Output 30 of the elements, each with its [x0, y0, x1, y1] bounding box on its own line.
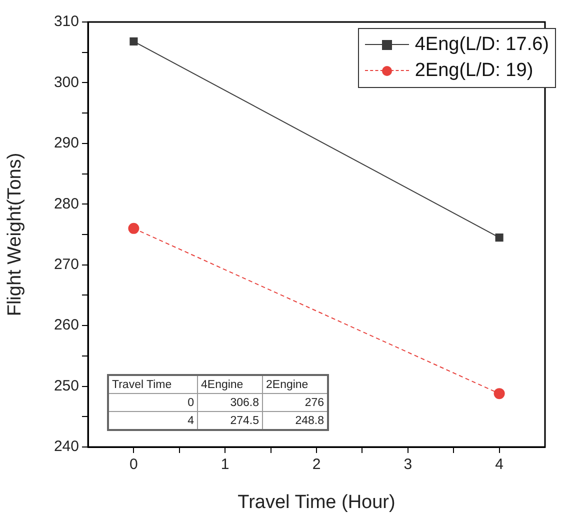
annotation: 248.8	[262, 412, 328, 430]
point	[128, 222, 140, 234]
point	[494, 388, 505, 400]
x-axis-title: Travel Time (Hour)	[238, 492, 396, 513]
point	[495, 234, 504, 242]
y-tick-label: 280	[54, 195, 79, 212]
x-tick-label: 0	[130, 456, 138, 474]
y-tick-label: 310	[54, 13, 79, 30]
annotation: 2Engine	[262, 375, 328, 394]
annotation: 276	[262, 394, 328, 412]
annotation: 4Engine	[198, 375, 262, 394]
annotation: 274.5	[198, 412, 262, 430]
y-tick-label: 290	[54, 134, 79, 152]
point	[130, 37, 138, 46]
y-axis-title: Flight Weight(Tons)	[4, 152, 26, 316]
y-tick-label: 240	[54, 438, 79, 456]
y-tick-label: 260	[54, 316, 79, 334]
x-tick-label: 2	[312, 456, 321, 474]
annotation: 4	[108, 412, 198, 430]
legend-label: 2Eng(L/D: 19)	[414, 60, 534, 82]
y-tick-label: 250	[54, 377, 79, 394]
y-tick-label: 270	[54, 256, 79, 273]
annotation: 0	[108, 394, 198, 412]
legend-label: 4Eng(L/D: 17.6)	[414, 34, 549, 56]
x-tick-label: 4	[495, 456, 504, 474]
annotation: 306.8	[198, 394, 262, 412]
x-tick-label: 1	[220, 456, 230, 474]
x-tick-label: 3	[404, 456, 412, 474]
y-tick-label: 300	[54, 74, 79, 91]
annotation: Travel Time	[108, 375, 198, 394]
